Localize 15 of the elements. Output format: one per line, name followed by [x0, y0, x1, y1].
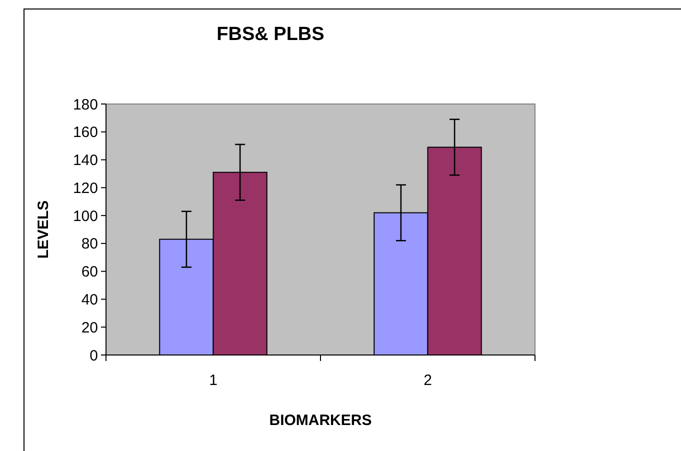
y-tick-label: 60 — [81, 264, 98, 281]
chart-title: FBS& PLBS — [216, 24, 324, 45]
x-tick-label: 1 — [209, 372, 218, 389]
y-tick-label: 20 — [81, 319, 98, 336]
y-tick-label: 100 — [72, 208, 98, 225]
y-tick-label: 40 — [81, 291, 98, 308]
y-tick-label: 140 — [72, 152, 98, 170]
y-tick-label: 160 — [72, 124, 98, 142]
y-tick-label: 180 — [72, 96, 98, 114]
x-tick-label: 2 — [424, 372, 432, 389]
y-tick-label: 80 — [81, 236, 98, 253]
y-tick-label: 120 — [72, 180, 98, 197]
y-tick-label: 0 — [90, 347, 98, 364]
y-axis-title: LEVELS — [35, 200, 52, 259]
x-axis-title: BIOMARKERS — [269, 412, 372, 429]
